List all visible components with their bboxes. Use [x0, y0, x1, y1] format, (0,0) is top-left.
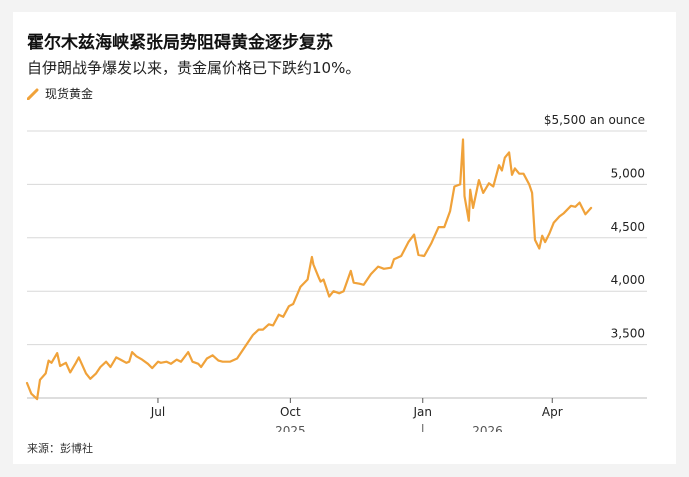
y-tick-label: $5,500 an ounce	[544, 113, 645, 127]
x-tick-label: Oct	[280, 405, 301, 419]
year-label: 2025	[275, 424, 306, 432]
series-line-spot-gold	[25, 138, 593, 401]
chart-title: 霍尔木兹海峡紧张局势阻碍黄金逐步复苏	[27, 33, 333, 53]
x-tick-label: Apr	[542, 405, 563, 419]
x-tick-label: Jul	[150, 405, 165, 419]
y-tick-label: 3,500	[611, 327, 645, 341]
year-label: 2026	[472, 424, 503, 432]
source-note: 来源：彭博社	[27, 442, 93, 455]
chart-card: 霍尔木兹海峡紧张局势阻碍黄金逐步复苏 自伊朗战争爆发以来，贵金属价格已下跌约10…	[13, 12, 676, 464]
chart-subtitle: 自伊朗战争爆发以来，贵金属价格已下跌约10%。	[27, 59, 361, 77]
chart-plot: 3,500 4,000 4,500 5,000 $5,500 an ounce Jul Oc…	[25, 113, 647, 432]
legend-swatch-icon	[27, 88, 39, 100]
x-tick-label: Jan	[412, 405, 432, 419]
y-tick-label: 5,000	[611, 166, 645, 180]
legend-label: 现货黄金	[45, 87, 94, 101]
legend: 现货黄金	[27, 85, 93, 102]
y-tick-label: 4,500	[611, 220, 645, 234]
y-tick-label: 4,000	[611, 273, 645, 287]
